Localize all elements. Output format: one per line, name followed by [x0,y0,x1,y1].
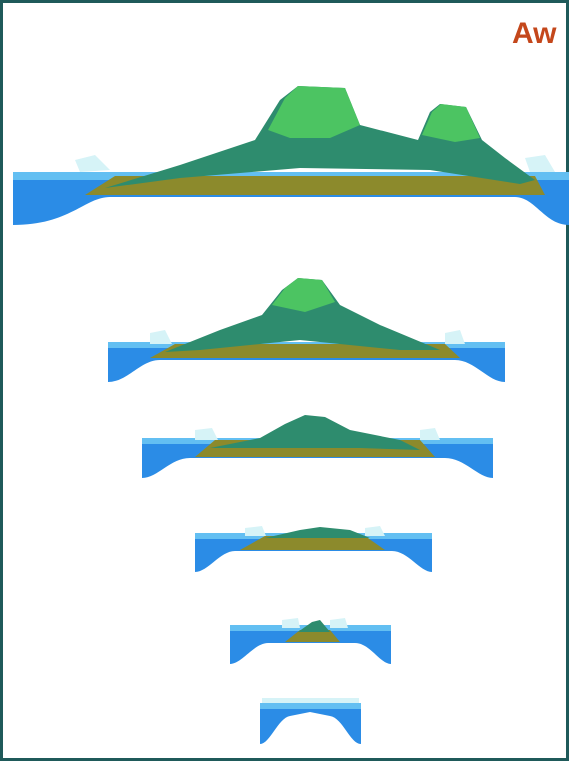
title-fragment: Aw [512,17,557,50]
world-size-picture: Aw [0,0,569,761]
